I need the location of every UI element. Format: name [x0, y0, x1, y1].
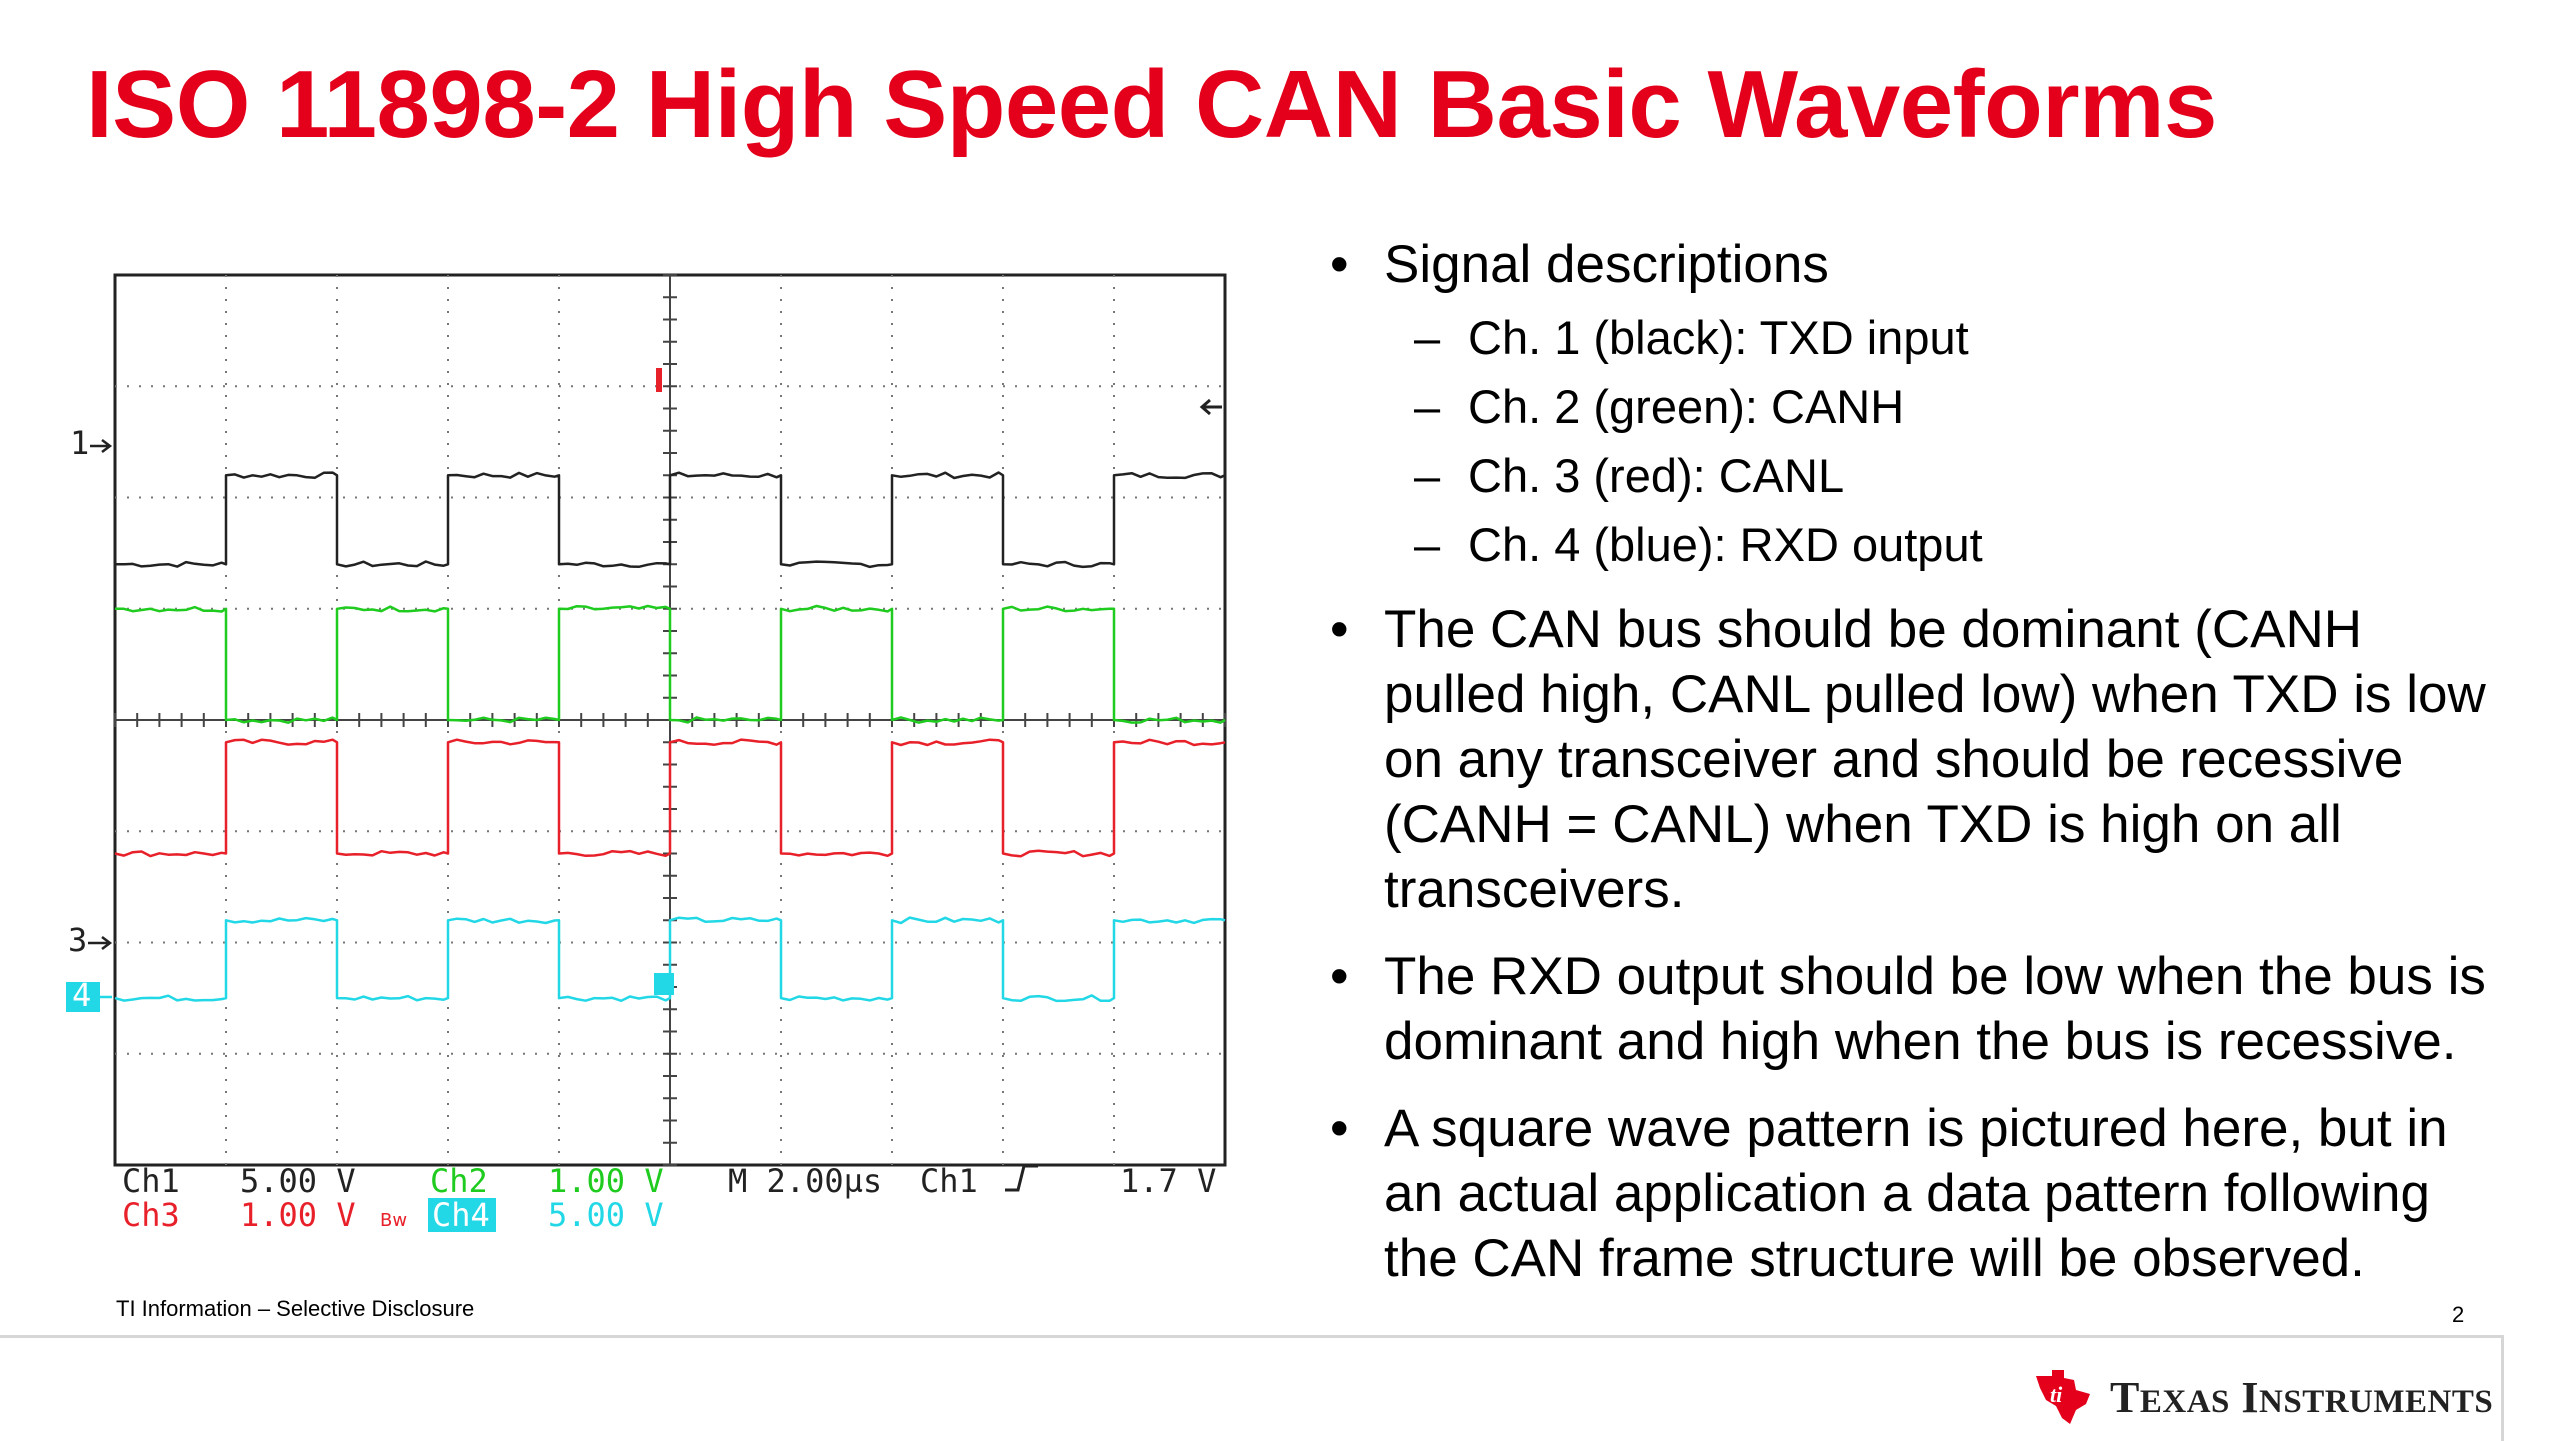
- trace-ch3: [114, 738, 1226, 858]
- ch1-marker: 1: [70, 424, 89, 462]
- texas-instruments-logo: ti TEXAS INSTRUMENTS: [2030, 1368, 2493, 1426]
- footer-bar: [0, 1335, 2504, 1441]
- ti-state-icon: ti: [2036, 1370, 2090, 1424]
- signal-description-list: – Ch. 1 (black): TXD input – Ch. 2 (green)…: [1330, 303, 2550, 579]
- bullet-signal-descriptions: • Signal descriptions: [1330, 232, 2550, 297]
- trace-ch1: [115, 471, 1226, 569]
- bullet-line: A square wave pattern is pictured here, …: [1384, 1099, 2448, 1158]
- trigger-level-arrow: [1199, 398, 1222, 416]
- bullet-line: The CAN bus should be dominant (CANH: [1384, 600, 2363, 659]
- oscilloscope-plot: 1 3 4 Ch1 5.00 V Ch2 1.00 V M 2.00µs Ch1…: [66, 273, 1227, 1234]
- svg-text:ti: ti: [2050, 1382, 2063, 1407]
- bullet-line: the CAN frame structure will be observed…: [1384, 1229, 2365, 1288]
- ch4-marker: 4: [72, 976, 91, 1014]
- bullet-dot: •: [1330, 1099, 1349, 1158]
- trace-ch4: [114, 916, 1226, 1003]
- sub-bullet-ch2: – Ch. 2 (green): CANH: [1414, 380, 1905, 433]
- wordmark-letters: EXAS: [2139, 1383, 2230, 1420]
- trigger-source-readout: Ch1: [920, 1162, 978, 1200]
- bullet-line: on any transceiver and should be recessi…: [1384, 730, 2404, 789]
- ch4-readout-name: Ch4: [432, 1196, 490, 1234]
- sub-bullet-ch3: – Ch. 3 (red): CANL: [1414, 449, 1845, 502]
- ch3-readout-scale: 1.00 V: [240, 1196, 356, 1234]
- ch2-readout-scale: 1.00 V: [548, 1162, 664, 1200]
- bullet-line: The RXD output should be low when the bu…: [1384, 947, 2486, 1006]
- bullet-line: transceivers.: [1384, 860, 1685, 919]
- bullet-list: • Signal descriptions – Ch. 1 (black): TX…: [1330, 232, 2550, 1291]
- bullet-line: dominant and high when the bus is recess…: [1384, 1012, 2457, 1071]
- sub-bullet-text: Ch. 1 (black): TXD input: [1468, 311, 1969, 364]
- sub-bullet-text: Ch. 3 (red): CANL: [1468, 449, 1845, 502]
- wordmark-letter: I: [2241, 1372, 2260, 1422]
- slide-title: ISO 11898-2 High Speed CAN Basic Wavefor…: [86, 51, 2217, 158]
- ch2-readout-name: Ch2: [430, 1162, 488, 1200]
- trigger-level-readout: 1.7 V: [1120, 1162, 1216, 1200]
- sub-bullet-ch1: – Ch. 1 (black): TXD input: [1414, 311, 1969, 364]
- trigger-position-marker: [656, 368, 662, 392]
- wordmark-letters: NSTRUMENTS: [2259, 1383, 2494, 1420]
- bullet-dot: •: [1330, 235, 1349, 294]
- wordmark-letter: T: [2110, 1372, 2140, 1422]
- bullet-rxd-output: • The RXD output should be low when the …: [1330, 944, 2550, 1074]
- ch3-readout-name: Ch3: [122, 1196, 180, 1234]
- bullet-text: Signal descriptions: [1384, 235, 1829, 294]
- bullet-line: an actual application a data pattern fol…: [1384, 1164, 2430, 1223]
- ch1-marker-arrow: [90, 439, 113, 453]
- page-number: 2: [2452, 1302, 2465, 1327]
- bullet-dominant-recessive: • The CAN bus should be dominant (CANH p…: [1330, 597, 2550, 922]
- ch4-marker-box: [66, 982, 100, 1012]
- ch4-position-marker: [654, 973, 674, 995]
- bullet-line: pulled high, CANL pulled low) when TXD i…: [1384, 665, 2486, 724]
- bullet-line: (CANH = CANL) when TXD is high on all: [1384, 795, 2342, 854]
- ch1-readout-name: Ch1: [122, 1162, 180, 1200]
- ch1-readout-scale: 5.00 V: [240, 1162, 356, 1200]
- ch4-readout-highlight: [428, 1198, 496, 1232]
- footer-disclosure: TI Information – Selective Disclosure: [116, 1296, 475, 1321]
- sub-bullet-text: Ch. 4 (blue): RXD output: [1468, 518, 1983, 571]
- sub-bullet-ch4: – Ch. 4 (blue): RXD output: [1414, 518, 1983, 571]
- ch4-readout-scale: 5.00 V: [548, 1196, 664, 1234]
- ti-wordmark: TEXAS INSTRUMENTS: [2110, 1372, 2493, 1423]
- ch3-marker-arrow: [88, 936, 113, 950]
- trace-ch2: [115, 604, 1226, 724]
- trigger-slope-icon: [1005, 1164, 1038, 1192]
- bullet-square-wave-note: • A square wave pattern is pictured here…: [1330, 1096, 2550, 1291]
- bandwidth-limit-symbol: Bw: [380, 1210, 407, 1231]
- ch3-marker: 3: [68, 921, 87, 959]
- timebase-readout: M 2.00µs: [728, 1162, 882, 1200]
- bullet-dot: •: [1330, 600, 1349, 659]
- sub-bullet-text: Ch. 2 (green): CANH: [1468, 380, 1905, 433]
- oscilloscope-capture: 1 3 4 Ch1 5.00 V Ch2 1.00 V M 2.00µs Ch1…: [40, 260, 1280, 1250]
- bullet-dot: •: [1330, 947, 1349, 1006]
